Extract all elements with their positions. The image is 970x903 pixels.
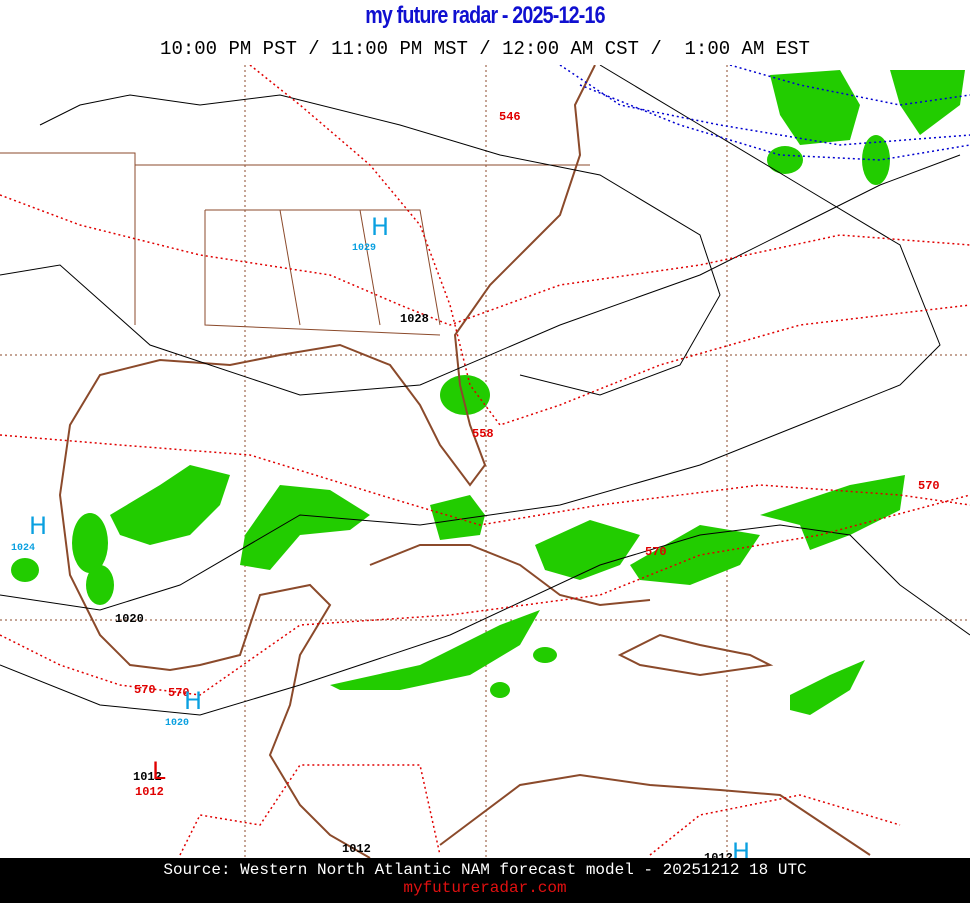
borders [0, 152, 590, 336]
pressure-value: 1020 [165, 718, 189, 729]
pressure-center: L [152, 757, 166, 785]
time-line: 10:00 PM PST / 11:00 PM MST / 12:00 AM C… [160, 38, 810, 60]
pressure-center: H [371, 213, 389, 241]
pressure-center: H [29, 512, 47, 540]
contour-label: 570 [918, 479, 940, 493]
contour-label: 570 [168, 686, 190, 700]
source: Source: Western North Atlantic NAM forec… [163, 861, 807, 879]
radar-echoes [11, 70, 965, 715]
isobar-label: 1012 [135, 785, 164, 799]
pressure-value: 1029 [352, 243, 376, 254]
low-thickness-lines [559, 65, 970, 161]
grid [0, 65, 970, 858]
map: 546 558 570 570 570 570 1028 1020 1012 1… [0, 65, 970, 858]
footer: Source: Western North Atlantic NAM forec… [0, 858, 970, 903]
isobars [0, 65, 970, 716]
isobar-label: 1028 [400, 312, 429, 326]
pressure-value: 1024 [11, 543, 35, 554]
isobar-label: 1012 [342, 842, 371, 856]
contour-label: 546 [499, 110, 521, 124]
thickness-lines [0, 65, 970, 856]
coastlines [58, 65, 871, 858]
isobar-label: 1012 [133, 770, 162, 784]
contour-label: 570 [134, 683, 156, 697]
site-link: myfutureradar.com [403, 879, 567, 897]
pressure-center: H [184, 687, 202, 715]
contour-label: 558 [472, 427, 494, 441]
title: my future radar - 2025-12-16 [365, 2, 605, 29]
contour-label: 570 [645, 545, 667, 559]
isobar-label: 1012 [704, 851, 733, 858]
isobar-label: 1020 [115, 612, 144, 626]
pressure-center: H [732, 838, 750, 858]
map-labels: 546 558 570 570 570 570 1028 1020 1012 1… [11, 110, 940, 858]
